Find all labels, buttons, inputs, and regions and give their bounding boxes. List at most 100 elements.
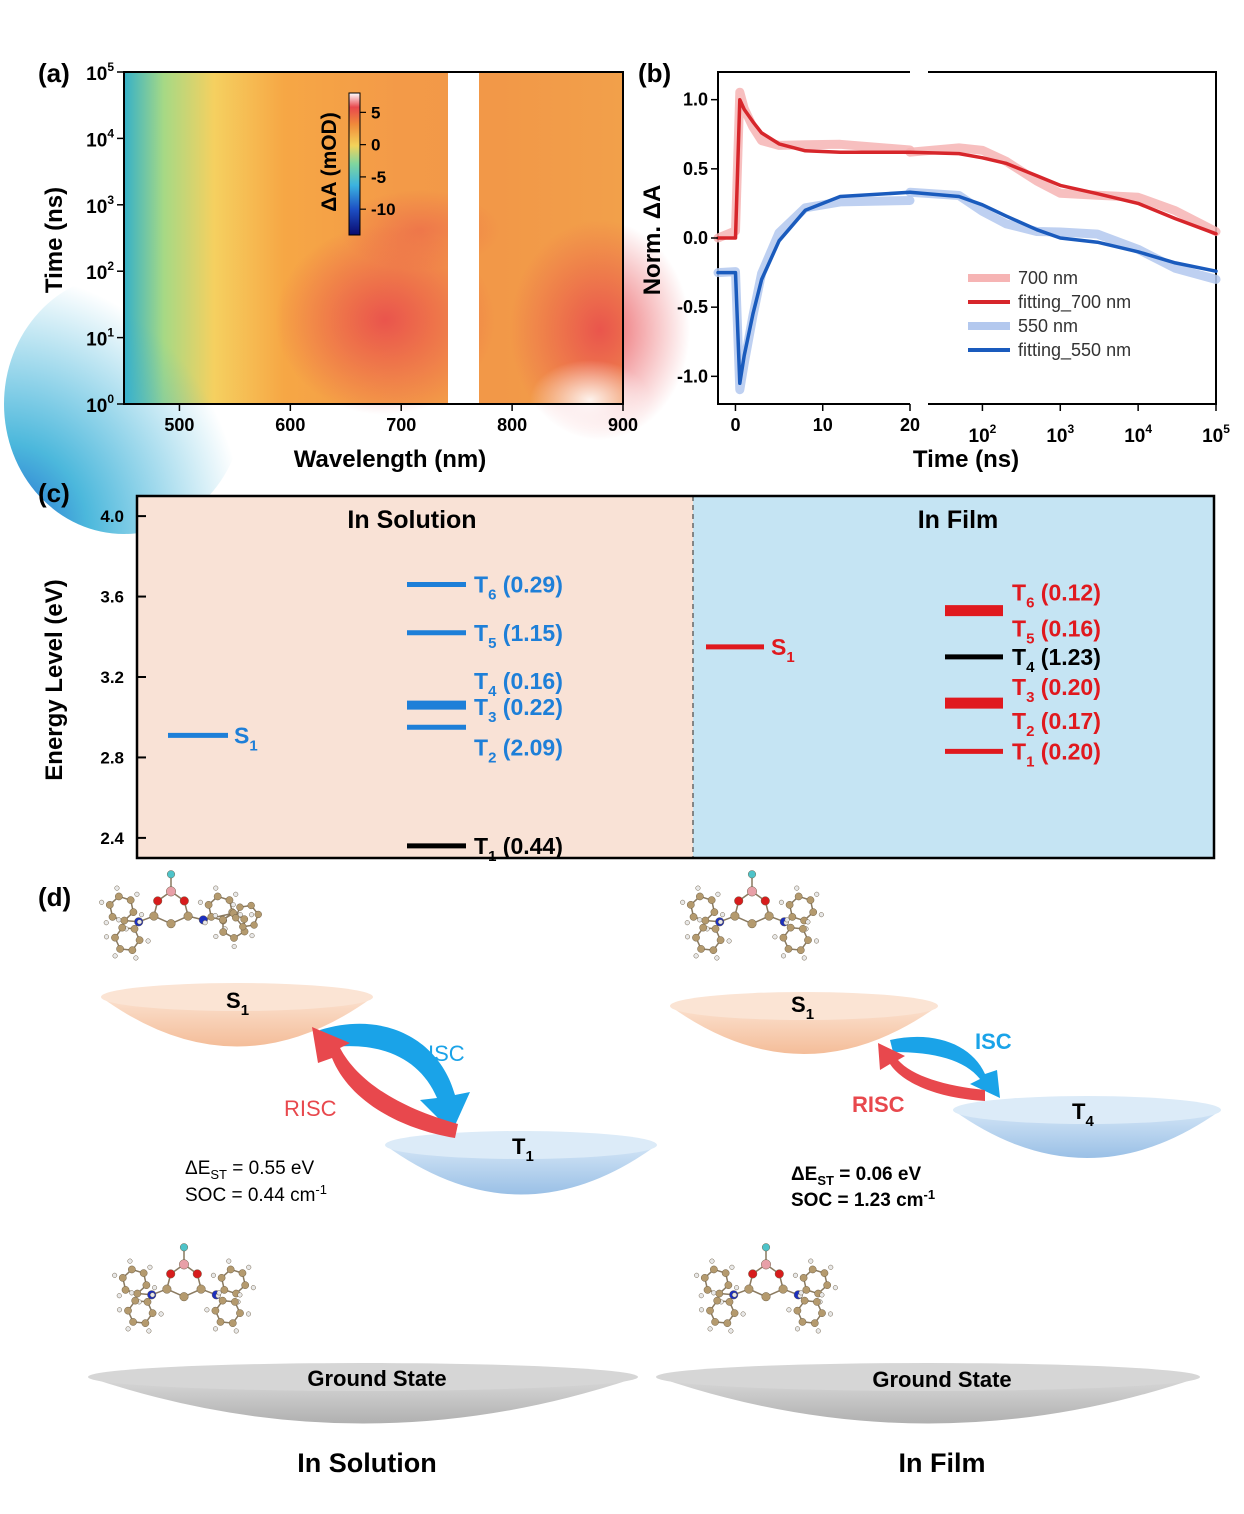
molecule-atom xyxy=(211,1306,220,1315)
molecule-atom xyxy=(219,915,227,924)
molecule-atom xyxy=(713,1296,722,1305)
y-tick-label: 4.0 xyxy=(100,507,124,526)
molecule-atom xyxy=(779,933,788,942)
kinetics-xlabel: Time (ns) xyxy=(913,446,1019,473)
molecule-atom xyxy=(695,885,701,891)
molecule-atom xyxy=(707,896,716,904)
molecule-atom xyxy=(740,1311,746,1317)
molecule-atom xyxy=(246,1264,252,1270)
molecule-atom xyxy=(799,925,807,933)
kinetics-frame xyxy=(717,71,1217,405)
molecule-atom xyxy=(105,901,114,909)
molecule-atom xyxy=(747,886,757,897)
molecule-atom xyxy=(216,1290,222,1296)
molecule-atom xyxy=(692,933,700,942)
molecule-atom xyxy=(133,955,139,961)
molecule-atom xyxy=(808,1258,814,1264)
molecule-atom xyxy=(237,1292,243,1298)
molecule-atom xyxy=(792,1272,798,1278)
molecule-atom xyxy=(108,913,117,921)
isc-arrow-film xyxy=(890,1036,1000,1098)
molecule-atom xyxy=(212,913,218,919)
molecule-atom xyxy=(710,1265,718,1274)
y-tick-label: 2.8 xyxy=(100,748,124,767)
x-tick-label: 0 xyxy=(730,415,740,435)
molecule-atom xyxy=(810,1319,819,1328)
molecule-atom xyxy=(701,916,710,925)
molecule-atom xyxy=(142,1281,151,1289)
molecule-atom xyxy=(827,1311,834,1317)
molecule-atom xyxy=(717,919,724,925)
molecule-atom xyxy=(793,1306,802,1315)
level-label-t1: T1 (0.44) xyxy=(474,833,563,865)
molecule-model xyxy=(694,1243,838,1334)
molecule-atom xyxy=(129,908,138,916)
series-line-700-nm xyxy=(905,143,1221,237)
molecule-atom xyxy=(232,914,240,922)
molecule-atom xyxy=(141,1319,150,1328)
y-tick-label: -1.0 xyxy=(677,366,708,386)
molecule-atom xyxy=(230,934,238,942)
molecule-atom xyxy=(760,896,770,906)
x-tick-label: 900 xyxy=(608,415,638,435)
x-tick-label: 102 xyxy=(969,422,997,447)
molecule-atom xyxy=(711,1318,719,1326)
x-tick-label: 104 xyxy=(1124,422,1152,447)
kinetics-axes: 1.0 0.5 0.0 -0.5 -1.0 0 10 20 102 103 104 105 xyxy=(677,90,1230,447)
isc-label-solution: ISC xyxy=(428,1041,465,1066)
level-label-s1: S1 xyxy=(771,634,795,666)
molecule-atom xyxy=(813,938,820,944)
molecule-atom xyxy=(804,936,812,944)
molecule-atom xyxy=(818,1309,826,1317)
molecule-atom xyxy=(231,943,237,950)
t4-label-film: T4 xyxy=(1072,1099,1094,1130)
molecule-atom xyxy=(99,899,105,905)
molecule-atom xyxy=(118,1274,127,1282)
molecule-atom xyxy=(149,1292,156,1298)
risc-label-film: RISC xyxy=(852,1092,905,1117)
molecule-atom xyxy=(711,925,720,933)
molecule-atom xyxy=(149,911,159,921)
molecule-atom xyxy=(726,938,732,944)
dest-film: ΔEST = 0.06 eV xyxy=(791,1164,921,1188)
molecule-atom xyxy=(805,919,811,925)
molecule-atom xyxy=(111,933,119,942)
y-tick-label: 0.5 xyxy=(683,159,708,179)
molecule-atom xyxy=(126,896,135,904)
y-tick-label: 102 xyxy=(86,259,114,284)
molecule-atom xyxy=(784,917,790,923)
molecule-atom xyxy=(715,1289,724,1298)
molecule-atom xyxy=(116,945,124,953)
molecule-atom xyxy=(716,936,725,944)
isc-arrow-solution xyxy=(320,1023,470,1132)
caption-solution: In Solution xyxy=(297,1448,436,1478)
energy-levels: S1 T6 (0.29) T5 (1.15) T4 (0.16)T3 (0.22) T2… xyxy=(168,571,1101,865)
kinetics-legend: 700 nm fitting_700 nm 550 nm fitting_550 nm xyxy=(968,268,1131,361)
molecule-atom xyxy=(213,933,219,939)
molecule-atom xyxy=(786,923,795,932)
molecule-atom xyxy=(796,946,805,955)
molecule-atom xyxy=(114,885,120,891)
molecule-atom xyxy=(808,1265,817,1274)
x-tick-label: 105 xyxy=(1202,422,1230,447)
molecule-atom xyxy=(794,885,800,891)
t1-label-solution: T1 xyxy=(512,1134,534,1165)
molecule-atom xyxy=(689,913,698,921)
t1-disk-solution xyxy=(385,1131,657,1195)
molecule-atom xyxy=(764,911,774,921)
molecule-atom xyxy=(115,892,123,901)
level-label-t1: T1 (0.20) xyxy=(1012,738,1101,770)
x-tick-label: 20 xyxy=(900,415,920,435)
ground-disk-solution xyxy=(88,1363,638,1424)
molecule-atom xyxy=(121,1286,130,1294)
molecule-atom xyxy=(772,934,778,940)
molecule-atom xyxy=(684,934,691,940)
molecule-atom xyxy=(801,955,807,961)
molecule-atom xyxy=(710,908,719,916)
molecule-atom xyxy=(179,1243,189,1252)
molecule-model xyxy=(99,870,262,961)
molecule-atom xyxy=(239,923,247,931)
molecule-atom xyxy=(230,902,236,908)
t4-disk-film xyxy=(953,1096,1221,1158)
energy-axes: 4.0 3.6 3.2 2.8 2.4 xyxy=(100,507,146,848)
